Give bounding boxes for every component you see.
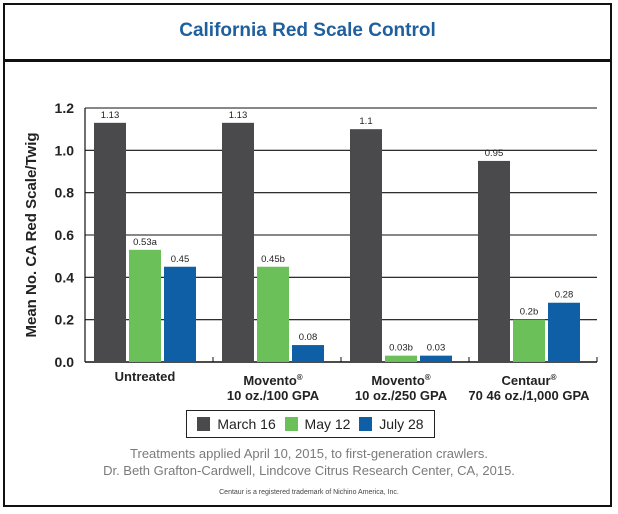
registered-mark: ® <box>425 373 431 382</box>
legend-swatch-may <box>284 417 298 431</box>
legend-item-july: July 28 <box>359 416 424 432</box>
registered-mark: ® <box>551 373 557 382</box>
bar <box>94 122 126 362</box>
note-source: Dr. Beth Grafton-Cardwell, Lindcove Citr… <box>103 463 515 478</box>
bar <box>478 160 510 362</box>
x-tick-label: Untreated <box>115 369 176 384</box>
x-tick-label-line2: 10 oz./250 GPA <box>355 388 448 403</box>
x-tick-label: Movento® <box>371 373 430 388</box>
x-tick-label: Movento® <box>243 373 302 388</box>
data-label: 0.2b <box>520 307 539 318</box>
legend-swatch-march <box>197 417 211 431</box>
bar <box>164 266 196 362</box>
registered-mark: ® <box>297 373 303 382</box>
legend-label-july: July 28 <box>379 416 424 432</box>
data-label: 1.13 <box>229 110 248 121</box>
data-label: 0.03 <box>427 343 446 354</box>
bar <box>129 249 161 362</box>
y-tick-label: 0.6 <box>55 227 75 243</box>
data-label: 0.45b <box>261 254 285 265</box>
legend-item-may: May 12 <box>284 416 351 432</box>
legend-label-may: May 12 <box>304 416 351 432</box>
data-label: 1.1 <box>359 116 372 127</box>
bar <box>257 266 289 362</box>
bar <box>292 345 324 362</box>
legend-label-march: March 16 <box>217 416 276 432</box>
legend: March 16 May 12 July 28 <box>186 410 435 438</box>
data-label: 0.45 <box>171 254 190 265</box>
bar <box>513 319 545 362</box>
legend-swatch-july <box>359 417 373 431</box>
y-tick-label: 0.0 <box>55 354 75 370</box>
note-trademark: Centaur is a registered trademark of Nic… <box>219 489 399 496</box>
note-treatments: Treatments applied April 10, 2015, to fi… <box>130 446 488 461</box>
x-tick-label-line2: 70 46 oz./1,000 GPA <box>468 388 590 403</box>
y-tick-label: 1.2 <box>55 100 75 116</box>
data-label: 0.28 <box>555 290 574 301</box>
data-label: 0.95 <box>485 148 504 159</box>
title-band: California Red Scale Control <box>3 3 612 62</box>
x-tick-label: Centaur® <box>501 373 556 388</box>
chart-frame <box>3 3 612 507</box>
data-label: 1.13 <box>101 110 120 121</box>
bar <box>420 355 452 362</box>
data-label: 0.03b <box>389 343 413 354</box>
y-tick-label: 0.8 <box>55 185 75 201</box>
y-tick-label: 0.4 <box>55 269 75 285</box>
bar <box>548 302 580 362</box>
y-tick-label: 0.2 <box>55 312 75 328</box>
data-label: 0.08 <box>299 332 318 343</box>
bar <box>385 355 417 362</box>
bar <box>350 129 382 362</box>
x-tick-label-line2: 10 oz./100 GPA <box>227 388 320 403</box>
bar <box>222 122 254 362</box>
y-axis-title: Mean No. CA Red Scale/Twig <box>23 132 40 337</box>
y-tick-label: 1.0 <box>55 142 75 158</box>
chart-title: California Red Scale Control <box>179 20 436 41</box>
data-label: 0.53a <box>133 237 157 248</box>
legend-item-march: March 16 <box>197 416 276 432</box>
